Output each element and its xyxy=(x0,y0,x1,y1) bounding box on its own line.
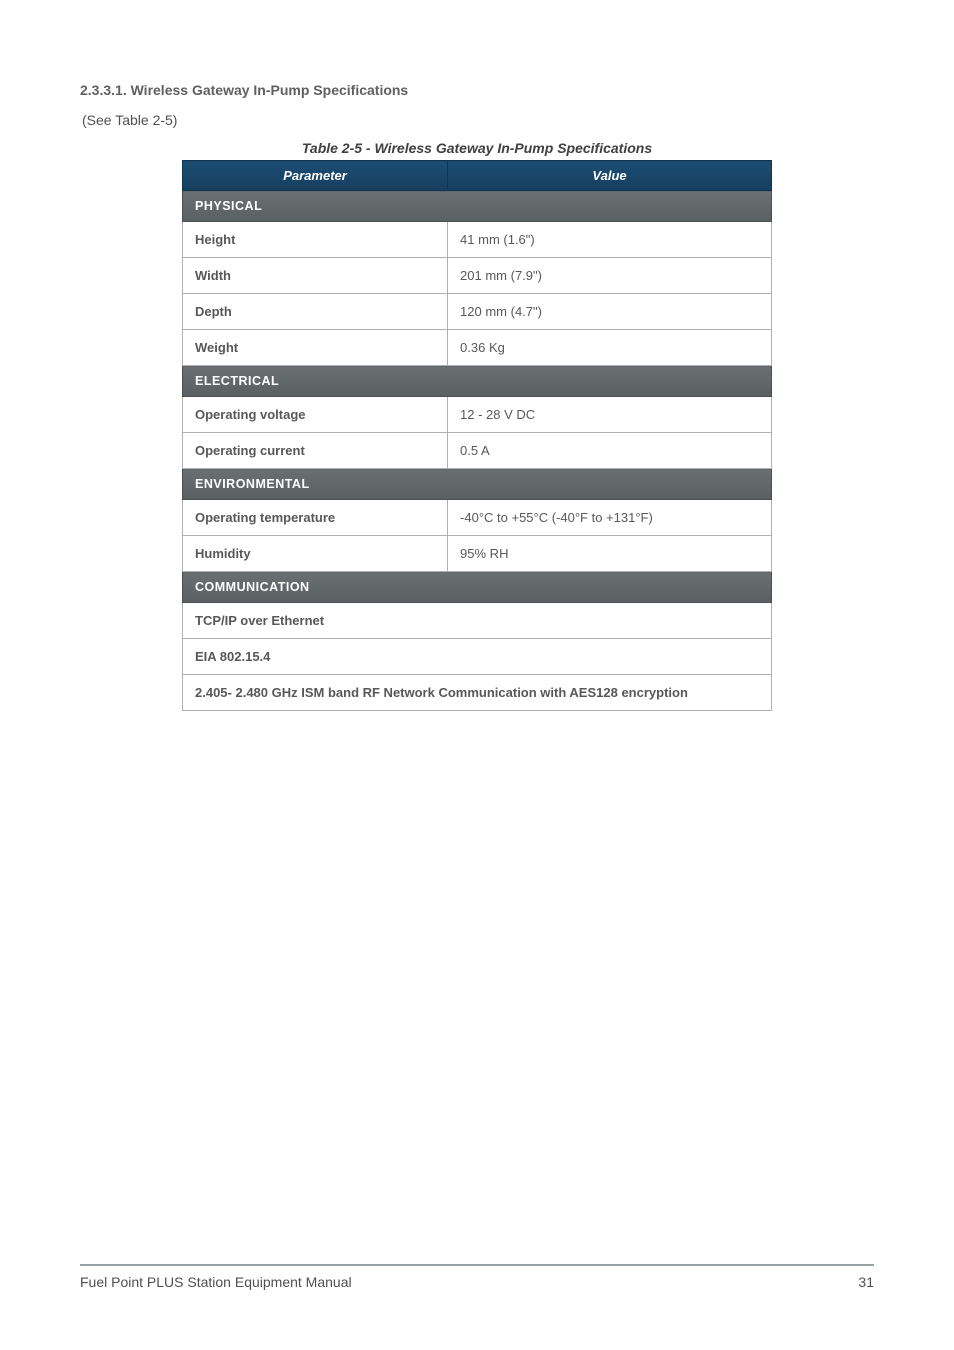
param-op-voltage: Operating voltage xyxy=(183,397,448,433)
table-row: EIA 802.15.4 xyxy=(183,639,772,675)
section-heading: 2.3.3.1. Wireless Gateway In-Pump Specif… xyxy=(80,82,874,98)
value-humidity: 95% RH xyxy=(448,536,772,572)
table-row: Depth 120 mm (4.7") xyxy=(183,294,772,330)
param-width: Width xyxy=(183,258,448,294)
table-row: Operating voltage 12 - 28 V DC xyxy=(183,397,772,433)
value-width: 201 mm (7.9") xyxy=(448,258,772,294)
value-op-voltage: 12 - 28 V DC xyxy=(448,397,772,433)
table-caption: Table 2-5 - Wireless Gateway In-Pump Spe… xyxy=(182,140,772,156)
table-row: Height 41 mm (1.6") xyxy=(183,222,772,258)
row-tcpip: TCP/IP over Ethernet xyxy=(183,603,772,639)
param-op-temp: Operating temperature xyxy=(183,500,448,536)
table-row: 2.405- 2.480 GHz ISM band RF Network Com… xyxy=(183,675,772,711)
table-row: Operating temperature -40°C to +55°C (-4… xyxy=(183,500,772,536)
section-environmental: ENVIRONMENTAL xyxy=(183,469,772,500)
section-communication: COMMUNICATION xyxy=(183,572,772,603)
page-number: 31 xyxy=(858,1274,874,1290)
value-op-current: 0.5 A xyxy=(448,433,772,469)
row-ism: 2.405- 2.480 GHz ISM band RF Network Com… xyxy=(183,675,772,711)
table-row: Humidity 95% RH xyxy=(183,536,772,572)
column-header-value: Value xyxy=(448,161,772,191)
section-electrical: ELECTRICAL xyxy=(183,366,772,397)
footer-rule xyxy=(80,1264,874,1266)
value-height: 41 mm (1.6") xyxy=(448,222,772,258)
param-humidity: Humidity xyxy=(183,536,448,572)
value-depth: 120 mm (4.7") xyxy=(448,294,772,330)
page-footer: Fuel Point PLUS Station Equipment Manual… xyxy=(80,1264,874,1290)
table-row: Weight 0.36 Kg xyxy=(183,330,772,366)
section-physical: PHYSICAL xyxy=(183,191,772,222)
value-weight: 0.36 Kg xyxy=(448,330,772,366)
row-eia: EIA 802.15.4 xyxy=(183,639,772,675)
param-op-current: Operating current xyxy=(183,433,448,469)
column-header-parameter: Parameter xyxy=(183,161,448,191)
param-depth: Depth xyxy=(183,294,448,330)
value-op-temp: -40°C to +55°C (-40°F to +131°F) xyxy=(448,500,772,536)
section-number: 2.3.3.1. xyxy=(80,82,127,98)
footer-title: Fuel Point PLUS Station Equipment Manual xyxy=(80,1274,352,1290)
see-reference: (See Table 2-5) xyxy=(82,112,874,128)
table-row: Operating current 0.5 A xyxy=(183,433,772,469)
section-title: Wireless Gateway In-Pump Specifications xyxy=(131,82,409,98)
param-weight: Weight xyxy=(183,330,448,366)
spec-table: Parameter Value PHYSICAL Height 41 mm (1… xyxy=(182,160,772,711)
spec-table-wrapper: Table 2-5 - Wireless Gateway In-Pump Spe… xyxy=(182,140,772,711)
param-height: Height xyxy=(183,222,448,258)
table-row: TCP/IP over Ethernet xyxy=(183,603,772,639)
table-row: Width 201 mm (7.9") xyxy=(183,258,772,294)
